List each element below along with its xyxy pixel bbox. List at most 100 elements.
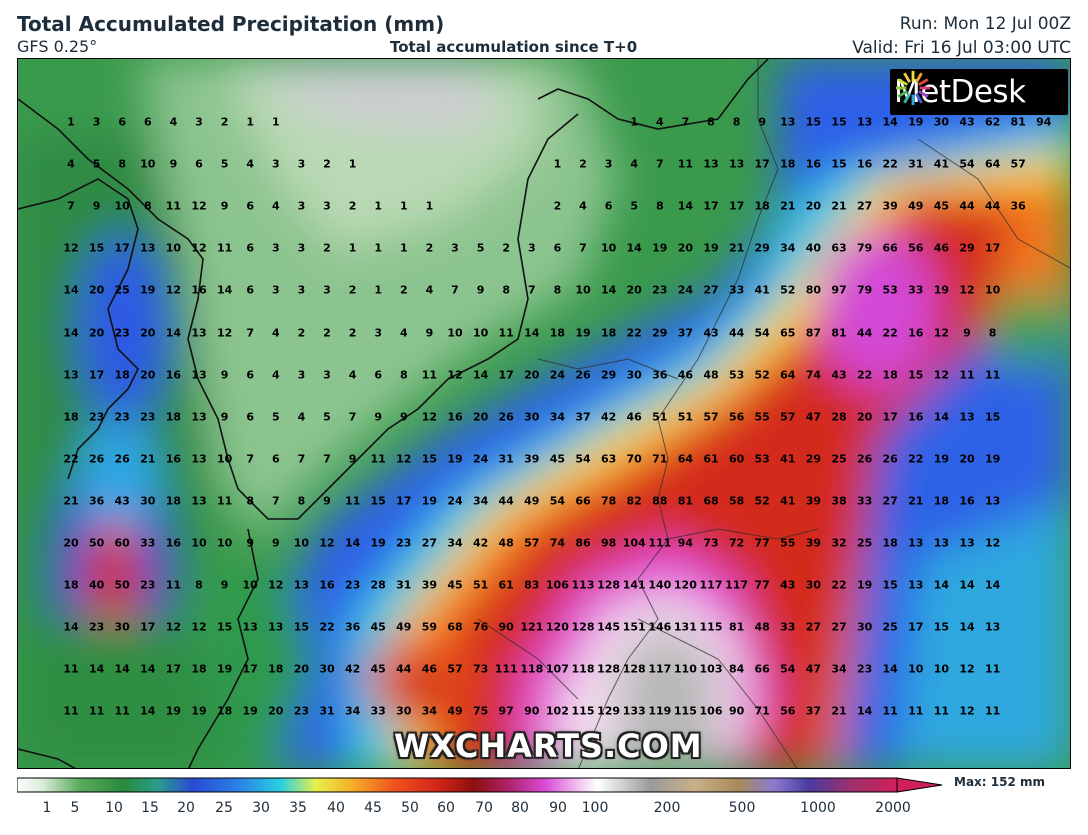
grid-value: 19 bbox=[908, 115, 924, 129]
grid-value: 43 bbox=[959, 115, 975, 129]
grid-value: 30 bbox=[626, 368, 642, 382]
grid-value: 36 bbox=[88, 494, 105, 508]
grid-value: 20 bbox=[63, 536, 79, 550]
grid-value: 1 bbox=[348, 241, 357, 255]
grid-value: 12 bbox=[984, 536, 1001, 550]
grid-value: 44 bbox=[856, 326, 873, 339]
grid-value: 8 bbox=[502, 283, 511, 297]
grid-value: 27 bbox=[831, 620, 847, 634]
grid-value: 57 bbox=[1010, 157, 1026, 171]
grid-value: 10 bbox=[472, 326, 489, 339]
grid-value: 33 bbox=[728, 283, 745, 297]
grid-value: 2 bbox=[579, 157, 587, 171]
grid-value: 12 bbox=[216, 326, 233, 339]
grid-value: 13 bbox=[63, 368, 79, 382]
grid-value: 17 bbox=[242, 662, 258, 676]
grid-value: 13 bbox=[908, 578, 924, 592]
grid-value: 24 bbox=[447, 494, 463, 508]
colorbar-tick-label: 1000 bbox=[800, 800, 836, 816]
grid-value: 19 bbox=[984, 452, 1001, 466]
grid-value: 6 bbox=[271, 452, 280, 466]
grid-value: 13 bbox=[191, 452, 207, 466]
grid-value: 21 bbox=[140, 452, 156, 466]
grid-value: 129 bbox=[597, 704, 621, 718]
grid-value: 79 bbox=[856, 283, 873, 297]
grid-value: 23 bbox=[140, 410, 156, 424]
grid-value: 6 bbox=[143, 115, 152, 129]
grid-value: 76 bbox=[472, 620, 489, 634]
grid-value: 38 bbox=[831, 494, 847, 508]
grid-value: 11 bbox=[984, 662, 1001, 676]
grid-value: 12 bbox=[319, 536, 335, 550]
grid-value: 27 bbox=[882, 494, 898, 508]
grid-value: 17 bbox=[754, 157, 770, 171]
grid-value: 54 bbox=[549, 494, 566, 508]
grid-value: 3 bbox=[604, 157, 613, 171]
grid-value: 20 bbox=[805, 199, 822, 213]
grid-value: 18 bbox=[882, 368, 898, 382]
grid-value: 20 bbox=[677, 241, 694, 255]
grid-value: 9 bbox=[374, 410, 383, 424]
grid-value: 1 bbox=[425, 199, 434, 213]
grid-value: 3 bbox=[92, 115, 101, 129]
grid-value: 44 bbox=[396, 662, 412, 676]
grid-value: 33 bbox=[856, 494, 873, 508]
grid-value: 5 bbox=[271, 410, 280, 424]
grid-value: 120 bbox=[673, 578, 697, 592]
grid-value: 14 bbox=[882, 662, 898, 676]
grid-value: 13 bbox=[191, 494, 207, 508]
grid-value: 16 bbox=[856, 157, 873, 171]
grid-value: 45 bbox=[447, 578, 463, 592]
grid-value: 2 bbox=[502, 241, 511, 255]
grid-value: 14 bbox=[165, 326, 182, 339]
grid-value: 17 bbox=[908, 620, 924, 634]
grid-value: 2 bbox=[323, 241, 331, 255]
grid-value: 16 bbox=[908, 326, 924, 339]
grid-value: 13 bbox=[268, 620, 284, 634]
grid-value: 44 bbox=[984, 199, 1001, 213]
grid-value: 3 bbox=[323, 283, 331, 297]
grid-value: 23 bbox=[140, 578, 156, 592]
grid-value: 21 bbox=[831, 704, 847, 718]
grid-value: 64 bbox=[984, 157, 1001, 171]
grid-value: 30 bbox=[114, 620, 130, 634]
grid-value: 15 bbox=[805, 115, 822, 129]
grid-value: 13 bbox=[933, 536, 950, 550]
grid-value: 32 bbox=[831, 536, 847, 550]
grid-value: 5 bbox=[630, 199, 639, 213]
grid-value: 24 bbox=[549, 368, 566, 382]
grid-value: 17 bbox=[882, 410, 898, 424]
grid-value: 19 bbox=[140, 283, 156, 297]
grid-value: 11 bbox=[216, 241, 233, 255]
grid-value: 22 bbox=[856, 368, 873, 382]
metdesk-logo: MetDesk bbox=[890, 69, 1068, 115]
colorbar-tick-label: 90 bbox=[549, 800, 567, 816]
grid-value: 83 bbox=[524, 578, 540, 592]
grid-value: 18 bbox=[165, 494, 182, 508]
grid-value: 3 bbox=[374, 326, 383, 339]
grid-value: 57 bbox=[447, 662, 463, 676]
grid-value: 2 bbox=[323, 326, 331, 339]
grid-value: 9 bbox=[220, 199, 229, 213]
grid-value: 24 bbox=[472, 452, 489, 466]
grid-value: 14 bbox=[600, 283, 617, 297]
grid-value: 42 bbox=[344, 662, 361, 676]
grid-value: 17 bbox=[165, 662, 182, 676]
grid-value: 43 bbox=[114, 494, 130, 508]
grid-value: 54 bbox=[754, 326, 770, 339]
grid-value: 8 bbox=[732, 115, 741, 129]
grid-value: 49 bbox=[908, 199, 924, 213]
grid-value: 36 bbox=[1010, 199, 1026, 213]
grid-value: 10 bbox=[216, 536, 233, 550]
grid-value: 19 bbox=[447, 452, 463, 466]
grid-value: 30 bbox=[396, 704, 412, 718]
grid-value: 47 bbox=[805, 410, 822, 424]
colorbar-tick-label: 60 bbox=[437, 800, 455, 816]
grid-value: 52 bbox=[780, 283, 796, 297]
grid-value: 23 bbox=[88, 620, 105, 634]
grid-value: 71 bbox=[754, 704, 770, 718]
grid-value: 14 bbox=[63, 620, 79, 634]
grid-value: 64 bbox=[677, 452, 694, 466]
grid-value: 43 bbox=[703, 326, 719, 339]
grid-value: 11 bbox=[114, 704, 130, 718]
